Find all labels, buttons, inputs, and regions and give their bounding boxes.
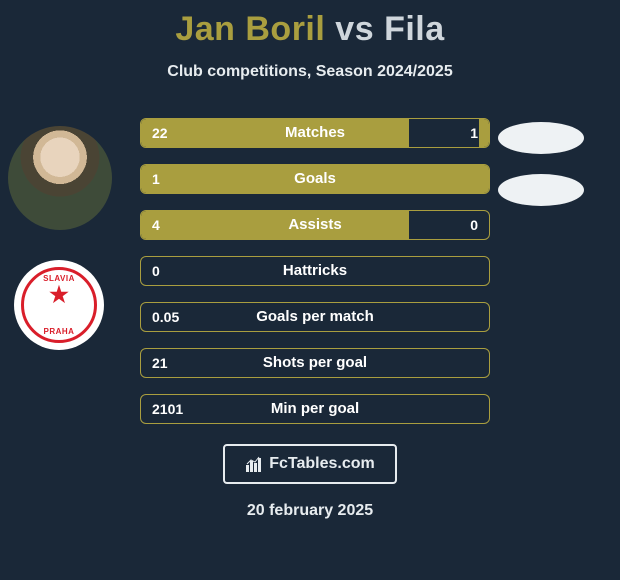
- branding-text: FcTables.com: [269, 455, 375, 473]
- branding-box: FcTables.com: [223, 444, 397, 484]
- stat-row-hattricks: Hattricks 0: [0, 256, 620, 286]
- bar-track: [140, 394, 490, 424]
- bar-left: [141, 165, 489, 193]
- stat-row-matches: Matches 22 1: [0, 118, 620, 148]
- bar-left: [141, 211, 409, 239]
- bar-track: [140, 164, 490, 194]
- stat-row-assists: Assists 4 0: [0, 210, 620, 240]
- bar-track: [140, 348, 490, 378]
- date-text: 20 february 2025: [0, 502, 620, 520]
- vs-text: vs: [335, 10, 374, 48]
- subtitle: Club competitions, Season 2024/2025: [0, 63, 620, 81]
- bar-track: [140, 302, 490, 332]
- stat-row-shots-per-goal: Shots per goal 21: [0, 348, 620, 378]
- player1-name: Jan Boril: [175, 10, 325, 48]
- stats-area: Matches 22 1 Goals 1 Assists 4 0: [0, 118, 620, 440]
- player2-name: Fila: [384, 10, 445, 48]
- container: Jan Boril vs Fila Club competitions, Sea…: [0, 0, 620, 580]
- stat-row-min-per-goal: Min per goal 2101: [0, 394, 620, 424]
- page-title: Jan Boril vs Fila: [0, 0, 620, 49]
- bar-left: [141, 119, 409, 147]
- bar-track: [140, 256, 490, 286]
- bar-track: [140, 118, 490, 148]
- stat-row-goals: Goals 1: [0, 164, 620, 194]
- chart-icon: [245, 455, 263, 473]
- stat-row-goals-per-match: Goals per match 0.05: [0, 302, 620, 332]
- bar-right: [479, 119, 489, 147]
- bar-track: [140, 210, 490, 240]
